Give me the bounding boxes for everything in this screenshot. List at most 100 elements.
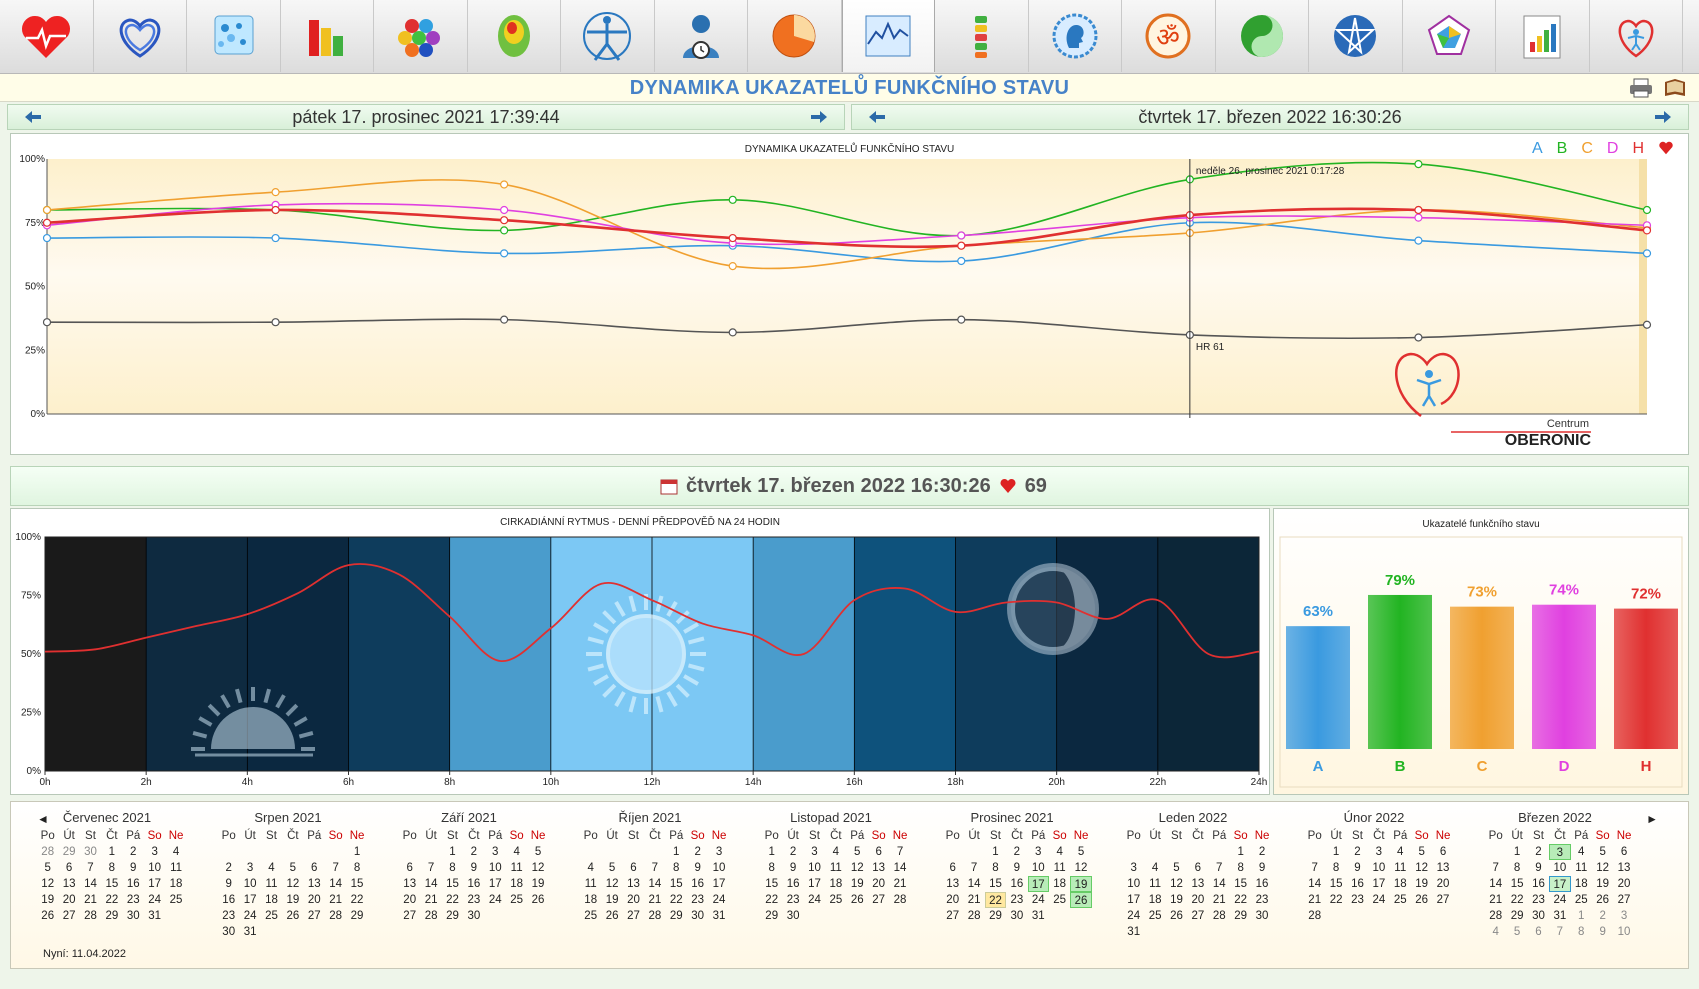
calendar-day[interactable]: 16 <box>222 894 236 906</box>
calendar-day[interactable]: 11 <box>1053 862 1066 874</box>
legend-heart-icon[interactable] <box>1658 140 1674 161</box>
calendar-day[interactable]: 20 <box>307 894 321 906</box>
calendar-day[interactable]: 1 <box>353 846 361 858</box>
toolbar-button-17[interactable] <box>1496 0 1590 72</box>
calendar-day[interactable]: 21 <box>1212 894 1226 906</box>
calendar-day[interactable]: 28 <box>424 910 438 922</box>
calendar-day[interactable]: 30 <box>786 910 800 922</box>
calendar-day[interactable]: 2 <box>1013 846 1021 858</box>
calendar-day[interactable]: 2 <box>1599 910 1606 922</box>
calendar-day[interactable]: 24 <box>808 894 821 906</box>
calendar-day[interactable]: 10 <box>243 878 257 890</box>
legend-item-d[interactable]: D <box>1606 140 1619 157</box>
data-point[interactable] <box>957 241 966 250</box>
calendar-day[interactable]: 14 <box>648 878 662 890</box>
calendar-day[interactable]: 13 <box>403 878 417 890</box>
calendar-day[interactable]: 1 <box>449 846 456 858</box>
calendar-day[interactable]: 5 <box>1418 846 1425 858</box>
calendar-day[interactable]: 6 <box>311 862 318 874</box>
calendar-day[interactable]: 10 <box>1553 862 1567 874</box>
calendar-day[interactable]: 20 <box>1436 878 1450 890</box>
calendar-day[interactable]: 24 <box>712 894 726 906</box>
calendar-day[interactable]: 19 <box>531 878 545 890</box>
calendar-day[interactable]: 29 <box>62 846 76 858</box>
calendar-day[interactable]: 11 <box>1575 862 1588 874</box>
calendar-day[interactable]: 13 <box>307 878 321 890</box>
calendar-day[interactable]: 8 <box>1332 862 1340 874</box>
calendar-day[interactable]: 6 <box>875 846 882 858</box>
calendar-day[interactable]: 16 <box>1532 878 1545 890</box>
circadian-chart[interactable]: 100% 75% 50% 25% 0%0h 2h 4h 6h 8h 10h 12h 14h 16h 18h… <box>11 509 1269 794</box>
calendar-day[interactable]: 7 <box>651 862 659 874</box>
dynamics-line-chart[interactable]: 0% 25% 50% 75% 100% neděle 26. prosinec 2021 … <box>11 134 1688 454</box>
calendar-day[interactable]: 24 <box>1553 894 1567 906</box>
calendar-day[interactable]: 16 <box>1255 878 1269 890</box>
calendar-day[interactable]: 19 <box>1070 876 1092 892</box>
calendar-day[interactable]: 30 <box>467 910 481 922</box>
calendar-day[interactable]: 29 <box>350 910 364 922</box>
calendar-day[interactable]: 5 <box>854 846 861 858</box>
calendar-day[interactable]: 8 <box>1578 926 1585 938</box>
calendar-day[interactable]: 27 <box>1617 894 1631 906</box>
data-point[interactable] <box>728 328 737 337</box>
legend-item-b[interactable]: B <box>1556 140 1568 157</box>
calendar-day[interactable]: 30 <box>1010 910 1024 922</box>
calendar-day[interactable]: 31 <box>1031 910 1045 922</box>
calendar-day[interactable]: 20 <box>62 894 76 906</box>
calendar-day[interactable]: 26 <box>41 910 55 922</box>
calendar-day[interactable]: 12 <box>1415 862 1429 874</box>
calendar-day[interactable]: 15 <box>765 878 779 890</box>
calendar-day[interactable]: 11 <box>265 878 278 890</box>
calendar-day[interactable]: 20 <box>946 894 960 906</box>
calendar-day[interactable]: 7 <box>87 862 94 874</box>
calendar-day[interactable]: 30 <box>126 910 140 922</box>
calendar-day[interactable]: 24 <box>1031 894 1045 906</box>
calendar-day[interactable]: 27 <box>403 910 417 922</box>
calendar-day[interactable]: 17 <box>808 878 821 890</box>
data-point[interactable] <box>271 233 280 243</box>
calendar-day[interactable]: 30 <box>691 910 705 922</box>
calendar-day[interactable]: 18 <box>1393 878 1407 890</box>
calendar-day[interactable]: 22 <box>446 894 459 906</box>
calendar-day[interactable]: 1 <box>768 846 775 858</box>
legend-item-a[interactable]: A <box>1531 140 1543 157</box>
calendar-day[interactable]: 13 <box>1436 862 1450 874</box>
calendar-day[interactable]: 9 <box>1599 926 1606 938</box>
calendar-day[interactable]: 6 <box>65 862 73 874</box>
calendar-day[interactable]: 23 <box>1255 894 1269 906</box>
calendar-day[interactable]: 15 <box>669 878 683 890</box>
calendar-day[interactable]: 29 <box>669 910 683 922</box>
calendar-day[interactable]: 31 <box>1553 910 1567 922</box>
calendar-day[interactable]: 3 <box>811 846 818 858</box>
calendar-day[interactable]: 17 <box>243 894 257 906</box>
calendar-day[interactable]: 28 <box>84 910 97 922</box>
calendar-day[interactable]: 25 <box>1148 910 1162 922</box>
calendar-day[interactable]: 8 <box>1513 862 1521 874</box>
calendar-day[interactable]: 10 <box>1127 878 1141 890</box>
calendar-day[interactable]: 4 <box>1397 846 1404 858</box>
calendar-day[interactable]: 23 <box>126 894 140 906</box>
toolbar-button-3[interactable] <box>187 0 281 72</box>
calendar-day[interactable]: 9 <box>225 878 232 890</box>
calendar-day[interactable]: 26 <box>531 894 545 906</box>
book-icon[interactable] <box>1663 78 1687 98</box>
calendar-day[interactable]: 6 <box>406 862 413 874</box>
calendar-day[interactable]: 18 <box>169 878 183 890</box>
calendar-day[interactable]: 22 <box>1510 894 1524 906</box>
calendar-day[interactable]: 28 <box>893 894 907 906</box>
arrow-right-icon[interactable] <box>1654 109 1672 125</box>
calendar-day[interactable]: 10 <box>1617 926 1631 938</box>
calendar-day[interactable]: 16 <box>126 878 140 890</box>
data-point[interactable] <box>500 249 509 258</box>
data-point[interactable] <box>500 205 509 215</box>
calendar-day[interactable]: 2 <box>789 846 797 858</box>
data-point[interactable] <box>271 205 280 215</box>
calendar-day[interactable]: 29 <box>1510 910 1524 922</box>
calendar-day[interactable]: 21 <box>648 894 662 906</box>
calendar-day[interactable]: 6 <box>1620 846 1628 858</box>
arrow-left-icon[interactable] <box>868 109 886 125</box>
calendar-day[interactable]: 7 <box>427 862 435 874</box>
calendar-day[interactable]: 23 <box>1010 894 1024 906</box>
calendar-day[interactable]: 21 <box>1308 894 1322 906</box>
calendar-day[interactable]: 15 <box>350 878 364 890</box>
